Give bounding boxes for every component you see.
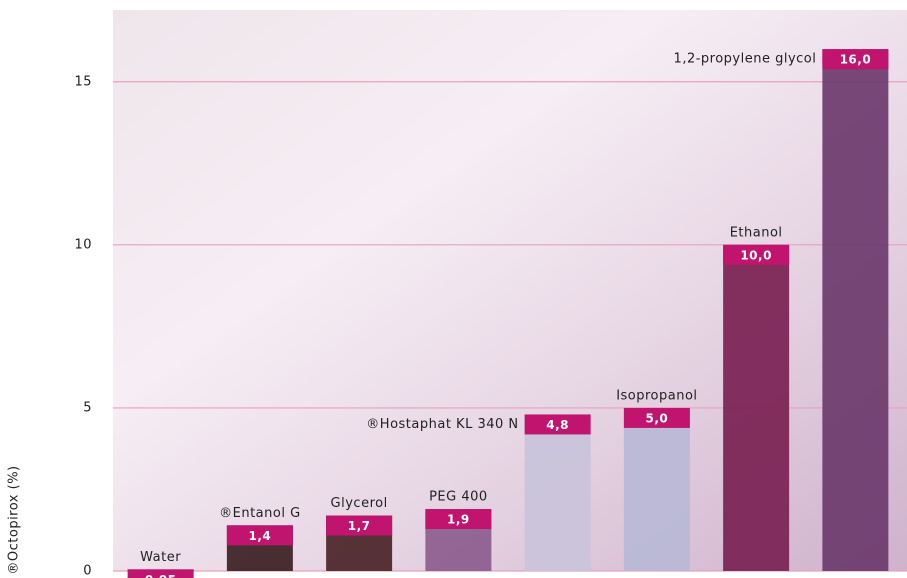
category-label: Glycerol: [331, 496, 388, 511]
category-label: ®Hostaphat KL 340 N: [366, 417, 518, 432]
value-label: 1,9: [447, 513, 470, 527]
value-label-box: [524, 414, 591, 435]
value-label-box: [326, 515, 393, 536]
category-label: Isopropanol: [616, 388, 697, 403]
value-label: 5,0: [645, 411, 668, 425]
y-tick-label: 5: [83, 400, 92, 415]
y-axis-label: ®Octopirox (%): [7, 465, 22, 574]
bar: [623, 407, 690, 571]
value-label: 0,05: [145, 573, 177, 578]
value-label: 10,0: [740, 248, 772, 262]
value-label-box: [127, 569, 194, 578]
y-tick-label: 10: [74, 237, 92, 252]
value-label-box: [822, 49, 889, 70]
value-label-box: [425, 509, 492, 530]
category-label: Water: [140, 550, 181, 565]
category-label: 1,2-propylene glycol: [674, 52, 817, 67]
bar: [524, 414, 591, 571]
y-tick-label: 0: [83, 564, 92, 578]
bar: [822, 49, 889, 572]
value-label: 4,8: [546, 418, 569, 432]
value-label-box: [723, 244, 790, 265]
category-label: Ethanol: [730, 225, 783, 240]
value-label: 16,0: [840, 53, 872, 67]
category-label: PEG 400: [429, 490, 488, 505]
value-label: 1,4: [248, 529, 271, 543]
value-label-box: [226, 525, 293, 546]
category-label: ®Entanol G: [219, 506, 301, 521]
bar: [723, 244, 790, 571]
value-label: 1,7: [348, 519, 371, 533]
value-label-box: [623, 407, 690, 428]
y-tick-label: 15: [74, 74, 92, 89]
